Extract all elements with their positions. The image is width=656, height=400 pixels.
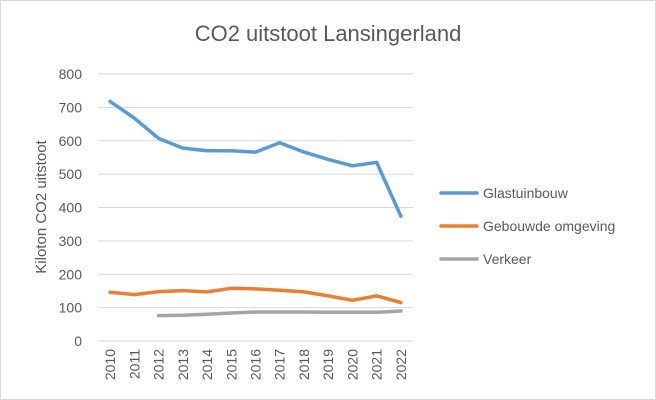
x-tick-label: 2018: [296, 349, 312, 380]
y-axis-title: Kiloton CO2 uitstoot: [33, 139, 50, 273]
y-tick-label: 800: [59, 66, 83, 82]
y-tick-label: 400: [59, 200, 83, 216]
chart-title: CO2 uitstoot Lansingerland: [195, 21, 462, 46]
legend-label-2: Verkeer: [483, 251, 532, 267]
series-line-1: [108, 286, 403, 305]
x-tick-label: 2016: [248, 349, 264, 380]
x-tick-label: 2014: [199, 349, 215, 380]
y-tick-label: 0: [74, 333, 82, 349]
y-tick-label: 100: [59, 300, 83, 316]
x-tick-label: 2017: [272, 349, 288, 380]
x-tick-label: 2015: [223, 349, 239, 380]
y-tick-label: 500: [59, 166, 83, 182]
legend-label-0: Glastuinbouw: [483, 185, 569, 201]
x-axis-ticks: 2010 2011 2012 2013 2014 2015 2016 2017 2018 2019…: [102, 349, 409, 380]
series-line-0: [108, 99, 403, 218]
x-tick-label: 2019: [320, 349, 336, 380]
x-tick-label: 2010: [102, 349, 118, 380]
x-tick-label: 2020: [344, 349, 360, 380]
y-tick-label: 300: [59, 233, 83, 249]
y-tick-label: 700: [59, 99, 83, 115]
x-tick-label: 2011: [126, 349, 142, 379]
x-tick-label: 2013: [175, 349, 191, 380]
legend-label-1: Gebouwde omgeving: [483, 218, 615, 234]
legend: Glastuinbouw Gebouwde omgeving Verkeer: [439, 185, 615, 267]
series-line-2: [156, 309, 403, 318]
gridlines: [98, 73, 413, 342]
y-tick-label: 200: [59, 266, 83, 282]
y-axis-ticks: 0 100 200 300 400 500 600 700 800: [59, 66, 83, 349]
x-tick-label: 2021: [369, 349, 385, 380]
series-lines: [108, 99, 403, 318]
x-tick-label: 2022: [393, 349, 409, 380]
x-tick-label: 2012: [151, 349, 167, 380]
y-tick-label: 600: [59, 133, 83, 149]
